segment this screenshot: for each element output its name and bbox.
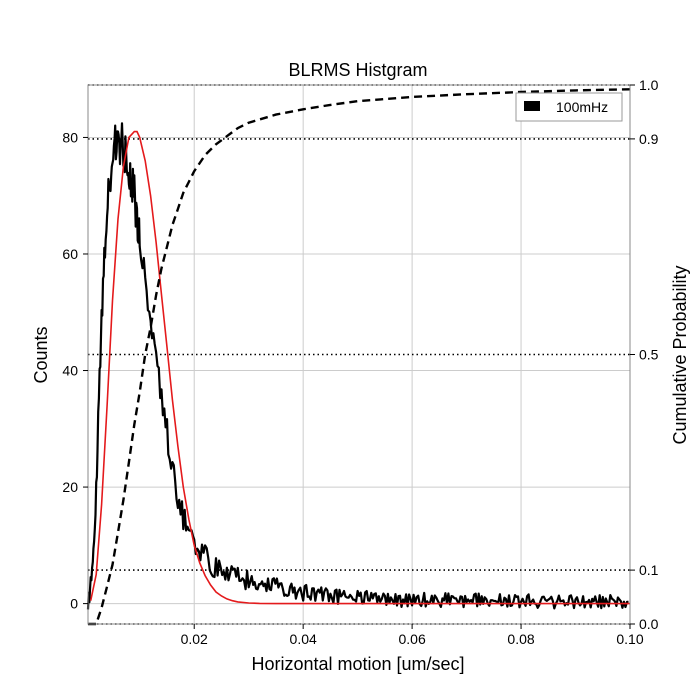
series-fit-curve	[89, 130, 630, 605]
series-histogram-100mhz	[86, 122, 629, 610]
x-tick-label: 0.02	[181, 631, 208, 647]
y2-tick-label: 0.1	[639, 562, 659, 578]
y-tick-label: 60	[62, 246, 78, 262]
y2-tick-label: 1.0	[639, 77, 659, 93]
y-tick-label: 80	[62, 129, 78, 145]
y2-ticks: 0.0 0.1 0.5 0.9 1.0	[630, 77, 659, 632]
x-tick-label: 0.04	[290, 631, 317, 647]
y-axis-label: Counts	[31, 326, 51, 383]
x-axis-label: Horizontal motion [um/sec]	[251, 654, 464, 674]
y2-tick-label: 0.0	[639, 616, 659, 632]
legend: 100mHz	[515, 92, 623, 122]
y2-tick-label: 0.9	[639, 131, 659, 147]
y-tick-label: 40	[62, 363, 78, 379]
x-tick-label: 0.10	[616, 631, 643, 647]
chart-title: BLRMS Histgram	[288, 60, 427, 80]
y-tick-label: 0	[70, 596, 78, 612]
series-cumulative-curve	[88, 88, 631, 626]
y2-axis-label: Cumulative Probability	[670, 265, 690, 444]
y-ticks: 0 20 40 60 80	[62, 129, 88, 612]
series-layer	[86, 88, 631, 626]
legend-entry-100mhz: 100mHz	[556, 99, 608, 115]
x-ticks: 0.02 0.04 0.06 0.08 0.10	[181, 624, 644, 647]
x-tick-label: 0.06	[398, 631, 425, 647]
y2-tick-label: 0.5	[639, 347, 659, 363]
x-tick-label: 0.08	[507, 631, 534, 647]
y-tick-label: 20	[62, 479, 78, 495]
legend-swatch	[524, 101, 540, 111]
